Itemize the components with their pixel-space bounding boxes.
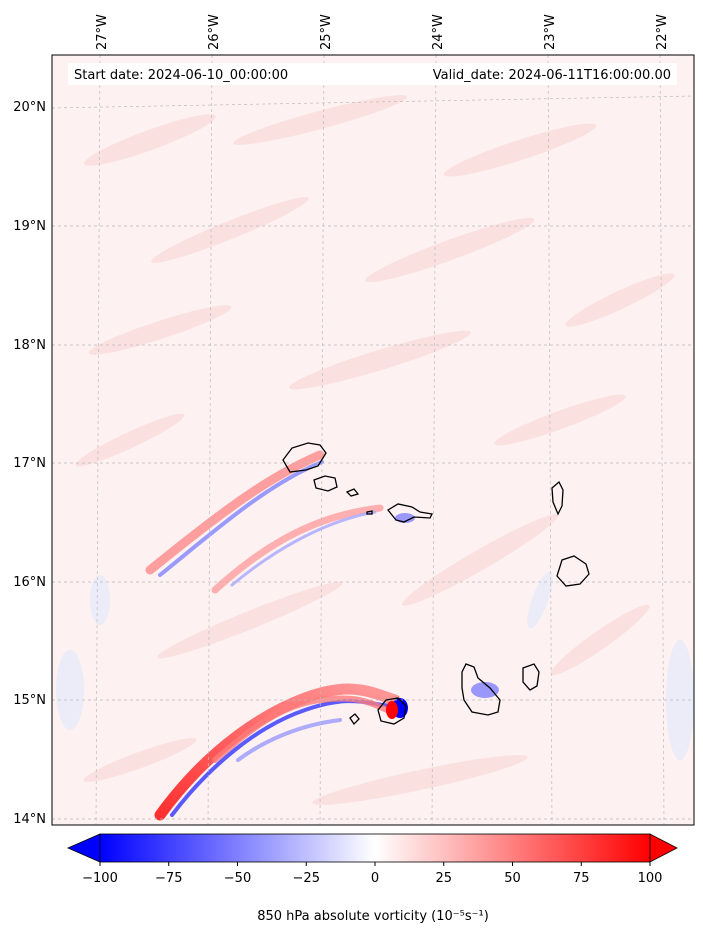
island-brava: [349, 713, 360, 726]
lon-tick-label: 25°W: [319, 14, 334, 50]
colorbar-min-extend: [67, 833, 101, 863]
lat-tick-label: 17°N: [13, 456, 46, 471]
lat-tick-label: 18°N: [13, 338, 46, 353]
island-santo-antao: [282, 442, 327, 473]
date-header-box: [68, 63, 677, 85]
island-sao-nicolau: [387, 503, 433, 523]
start-date-label: Start date: 2024-06-10_00:00:00: [74, 68, 288, 83]
island-maio: [522, 663, 540, 691]
islands: [282, 442, 590, 726]
valid-date-label: Valid_date: 2024-06-11T16:00:00.00: [433, 68, 671, 83]
colorbar-tick-label: 0: [371, 871, 379, 886]
colorbar-tick-label: 25: [435, 871, 452, 886]
colorbar-tick-label: 100: [638, 871, 663, 886]
lon-tick-label: 27°W: [95, 14, 110, 50]
island-ilheus: [366, 510, 373, 515]
colorbar-tick-label: −100: [82, 871, 118, 886]
gridlines: [52, 55, 694, 825]
lon-tick-label: 26°W: [207, 14, 222, 50]
lat-tick-label: 14°N: [13, 812, 46, 827]
lat-tick-label: 19°N: [13, 219, 46, 234]
colorbar-gradient: [99, 833, 651, 863]
lon-tick-label: 22°W: [655, 14, 670, 50]
island-sao-vicente: [313, 475, 338, 492]
lon-tick-label: 23°W: [543, 14, 558, 50]
island-santa-luzia: [345, 488, 360, 497]
colorbar-tick-label: 50: [504, 871, 521, 886]
colorbar-ticks: −100 −75 −50 −25 0 25 50 75 100: [82, 862, 662, 886]
map-frame: [51, 54, 695, 826]
colorbar-tick-label: 75: [573, 871, 590, 886]
vorticity-field: [52, 55, 694, 825]
lat-tick-label: 15°N: [13, 693, 46, 708]
colorbar-tick-label: −50: [224, 871, 251, 886]
colorbar-tick-label: −25: [293, 871, 320, 886]
island-fogo: [377, 697, 407, 725]
island-sal: [551, 480, 564, 516]
colorbar-label: 850 hPa absolute vorticity (10⁻⁵s⁻¹): [257, 909, 489, 924]
colorbar-tick-label: −75: [155, 871, 182, 886]
island-boa-vista: [556, 555, 590, 587]
lon-tick-label: 24°W: [431, 14, 446, 50]
colorbar-max-extend: [649, 833, 678, 863]
colorbar: −100 −75 −50 −25 0 25 50 75 100 850 hPa absolute…: [67, 833, 678, 924]
island-santiago: [461, 663, 501, 716]
longitude-labels: 27°W 26°W 25°W 24°W 23°W 22°W: [95, 14, 670, 50]
latitude-labels: 20°N 19°N 18°N 17°N 16°N 15°N 14°N: [13, 100, 46, 827]
lat-tick-label: 16°N: [13, 575, 46, 590]
lat-tick-label: 20°N: [13, 100, 46, 115]
